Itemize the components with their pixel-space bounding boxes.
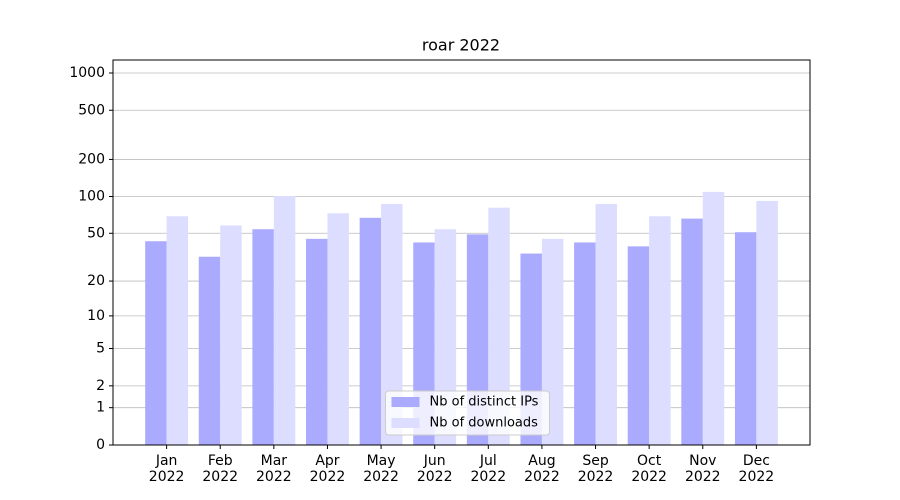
y-tick-label: 50 bbox=[87, 225, 105, 241]
legend-label: Nb of downloads bbox=[430, 416, 539, 431]
legend-swatch bbox=[391, 418, 420, 428]
bar bbox=[359, 217, 382, 445]
bar bbox=[681, 218, 703, 445]
y-tick-label: 1 bbox=[96, 400, 105, 416]
bar bbox=[627, 246, 650, 445]
bar bbox=[488, 207, 510, 445]
x-tick-label: Mar 2022 bbox=[256, 453, 292, 485]
bar bbox=[327, 213, 349, 445]
x-tick-label: Apr 2022 bbox=[309, 453, 346, 485]
bar bbox=[595, 203, 617, 445]
x-tick-label: May 2022 bbox=[363, 453, 399, 485]
bar bbox=[273, 195, 296, 445]
x-tick-label: Feb 2022 bbox=[202, 453, 239, 485]
chart-title: roar 2022 bbox=[422, 36, 500, 55]
x-tick-label: Aug 2022 bbox=[524, 453, 560, 485]
x-tick-label: Jul 2022 bbox=[470, 453, 507, 485]
bar bbox=[734, 232, 757, 445]
y-tick-label: 100 bbox=[78, 188, 105, 204]
bar bbox=[252, 229, 274, 445]
x-tick-label: Nov 2022 bbox=[684, 453, 721, 485]
bar bbox=[702, 191, 725, 445]
bar bbox=[306, 238, 328, 445]
y-tick-label: 10 bbox=[87, 308, 105, 324]
x-tick-label: Dec 2022 bbox=[738, 453, 775, 485]
legend-label: Nb of distinct IPs bbox=[430, 395, 539, 410]
bar bbox=[220, 225, 242, 445]
x-tick-label: Sep 2022 bbox=[577, 453, 614, 485]
y-tick-label: 0 bbox=[96, 437, 105, 453]
y-tick-label: 20 bbox=[87, 273, 105, 289]
y-tick-label: 5 bbox=[96, 341, 105, 357]
legend: Nb of distinct IPs Nb of downloads bbox=[385, 390, 550, 436]
bar bbox=[381, 203, 403, 445]
y-tick-label: 200 bbox=[78, 151, 105, 167]
bar bbox=[649, 216, 671, 445]
x-tick-label: Jun 2022 bbox=[416, 453, 453, 485]
plot-frame bbox=[112, 59, 811, 446]
x-tick-label: Jan 2022 bbox=[148, 453, 185, 485]
bar bbox=[145, 241, 167, 445]
legend-box bbox=[385, 390, 550, 436]
bar bbox=[198, 256, 221, 445]
bar bbox=[166, 216, 189, 445]
legend-swatch bbox=[391, 397, 420, 407]
bar bbox=[756, 200, 778, 445]
bar bbox=[574, 242, 596, 445]
x-tick-label: Oct 2022 bbox=[631, 453, 667, 485]
bars bbox=[145, 191, 778, 445]
y-tick-label: 1000 bbox=[69, 65, 105, 81]
y-tick-label: 2 bbox=[96, 378, 105, 394]
y-tick-label: 500 bbox=[78, 102, 105, 118]
